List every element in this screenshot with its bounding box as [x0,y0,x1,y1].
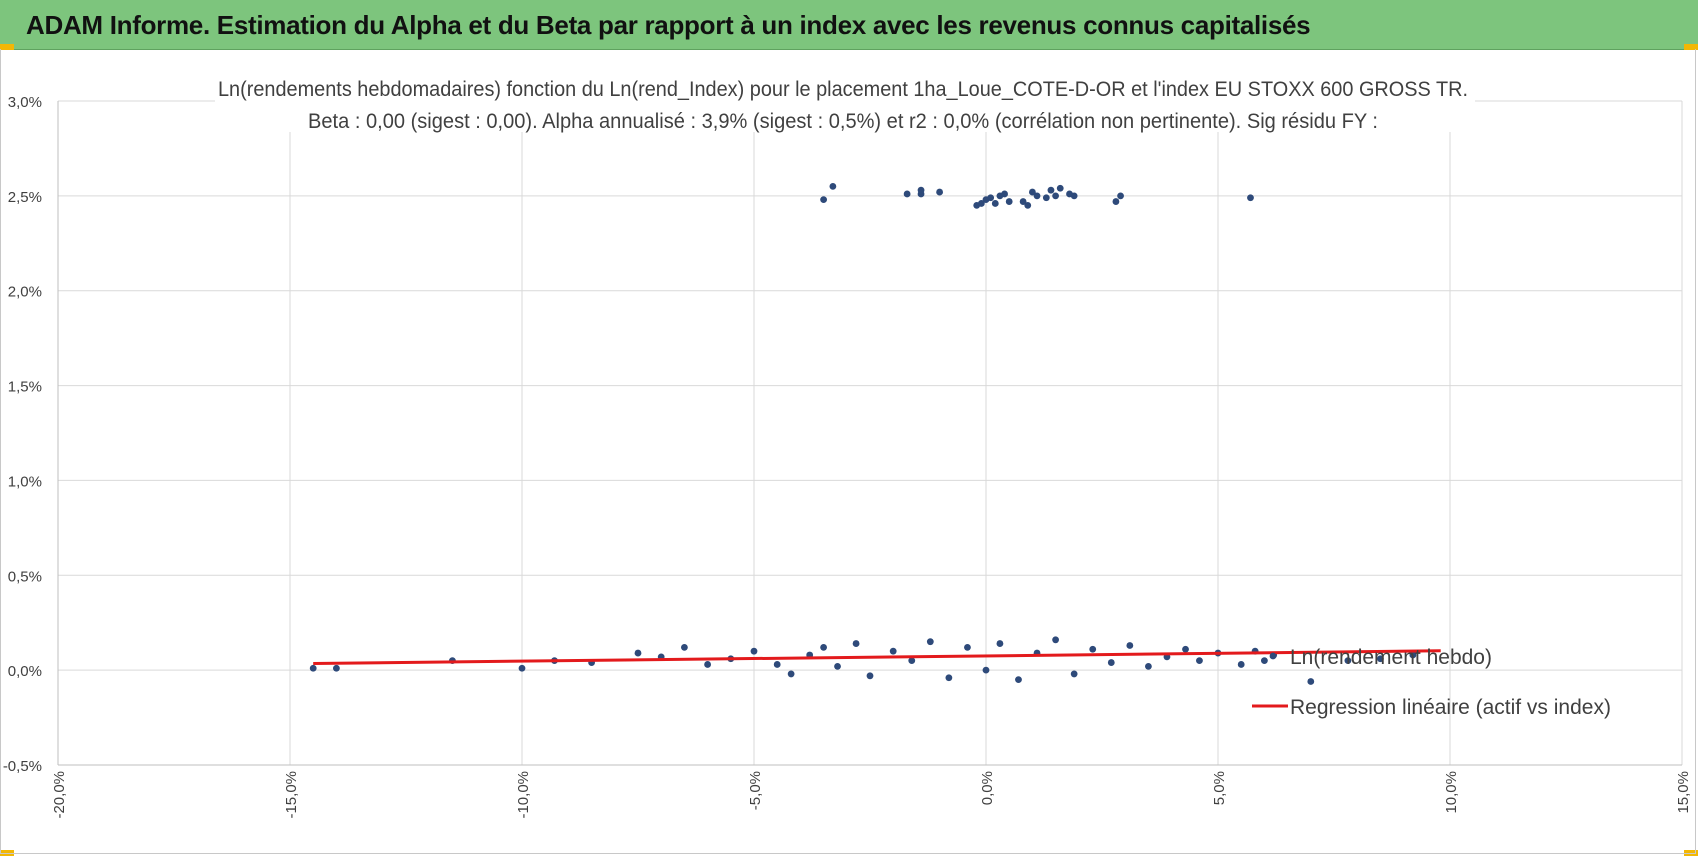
data-point [908,657,916,665]
x-tick-label: 5,0% [1211,771,1228,805]
data-point [1145,662,1152,670]
data-point [1247,194,1254,202]
data-point [889,647,897,655]
data-point [1019,198,1027,205]
data-point [903,190,911,198]
data-point [1261,657,1268,665]
x-tick-label: 0,0% [979,771,996,805]
data-point [1029,188,1036,196]
y-tick-label: 1,0% [8,473,42,490]
data-point [1047,186,1055,194]
data-point [977,200,985,207]
data-point [333,664,340,672]
data-point [1107,659,1115,666]
data-point [704,661,711,668]
data-point [982,666,990,674]
chart-title-backdrop [215,68,1475,132]
data-point [936,188,943,196]
data-point [1005,198,1013,205]
regression-line [313,649,1441,666]
data-point [1117,192,1124,200]
data-point [1070,192,1078,200]
data-point [991,200,999,207]
data-point [1033,192,1041,200]
corner-marker-tl [0,44,14,50]
report-title: ADAM Informe. Estimation du Alpha et du … [26,10,1311,40]
data-point [964,643,971,651]
x-tick-label: -5,0% [747,771,764,810]
data-point [829,182,837,190]
data-point [987,194,995,202]
data-point [1377,655,1384,663]
y-tick-label: 1,5% [8,379,42,396]
report-header: ADAM Informe. Estimation du Alpha et du … [0,0,1698,50]
y-tick-label: 0,5% [8,568,42,585]
data-point [1052,636,1059,644]
x-tick-label: 15,0% [1675,771,1692,814]
data-point [996,640,1004,647]
data-point [1024,201,1032,209]
data-point [773,661,781,668]
corner-marker-tr [1684,44,1698,50]
y-tick-label: 2,5% [8,189,42,206]
data-point [309,664,317,672]
data-point [1112,198,1120,205]
chart-frame [0,49,1696,854]
data-point [1056,184,1064,192]
data-point [518,664,526,672]
data-point [945,674,953,682]
y-tick-label: 0,0% [8,663,42,680]
legend-label-scatter: Ln(rendement hebdo) [1290,646,1492,669]
data-point [1052,192,1059,200]
data-point [866,672,874,680]
data-point [787,670,795,678]
data-point [820,643,827,651]
data-point [1409,651,1417,659]
x-tick-label: -20,0% [51,771,68,819]
data-point [634,649,642,657]
data-point [917,190,925,198]
x-tick-label: -15,0% [283,771,300,819]
data-point [1070,670,1078,678]
data-point [750,647,758,655]
chart-title: Ln(rendements hebdomadaires) fonction du… [218,78,1468,101]
chart-subtitle: Beta : 0,00 (sigest : 0,00). Alpha annua… [308,110,1378,133]
data-point [1307,678,1315,685]
data-point [1237,661,1245,668]
y-tick-label: 3,0% [8,94,42,111]
y-tick-label: -0,5% [3,758,42,775]
y-tick-label: 2,0% [8,284,42,301]
data-point [681,643,688,651]
data-point [820,196,827,204]
data-point [1001,190,1008,198]
data-point [1344,657,1352,665]
legend-label-regression: Regression linéaire (actif vs index) [1290,696,1611,719]
data-point [1196,657,1203,665]
data-point [926,638,934,646]
legend-marker-scatter [1269,652,1277,660]
data-point [834,662,841,670]
data-point [1042,194,1050,202]
data-point [1182,645,1189,653]
data-point [1089,645,1097,653]
x-tick-label: -10,0% [515,771,532,819]
x-tick-label: 10,0% [1443,771,1460,814]
data-point [1015,676,1022,684]
data-point [1126,642,1134,649]
data-point [852,640,860,647]
